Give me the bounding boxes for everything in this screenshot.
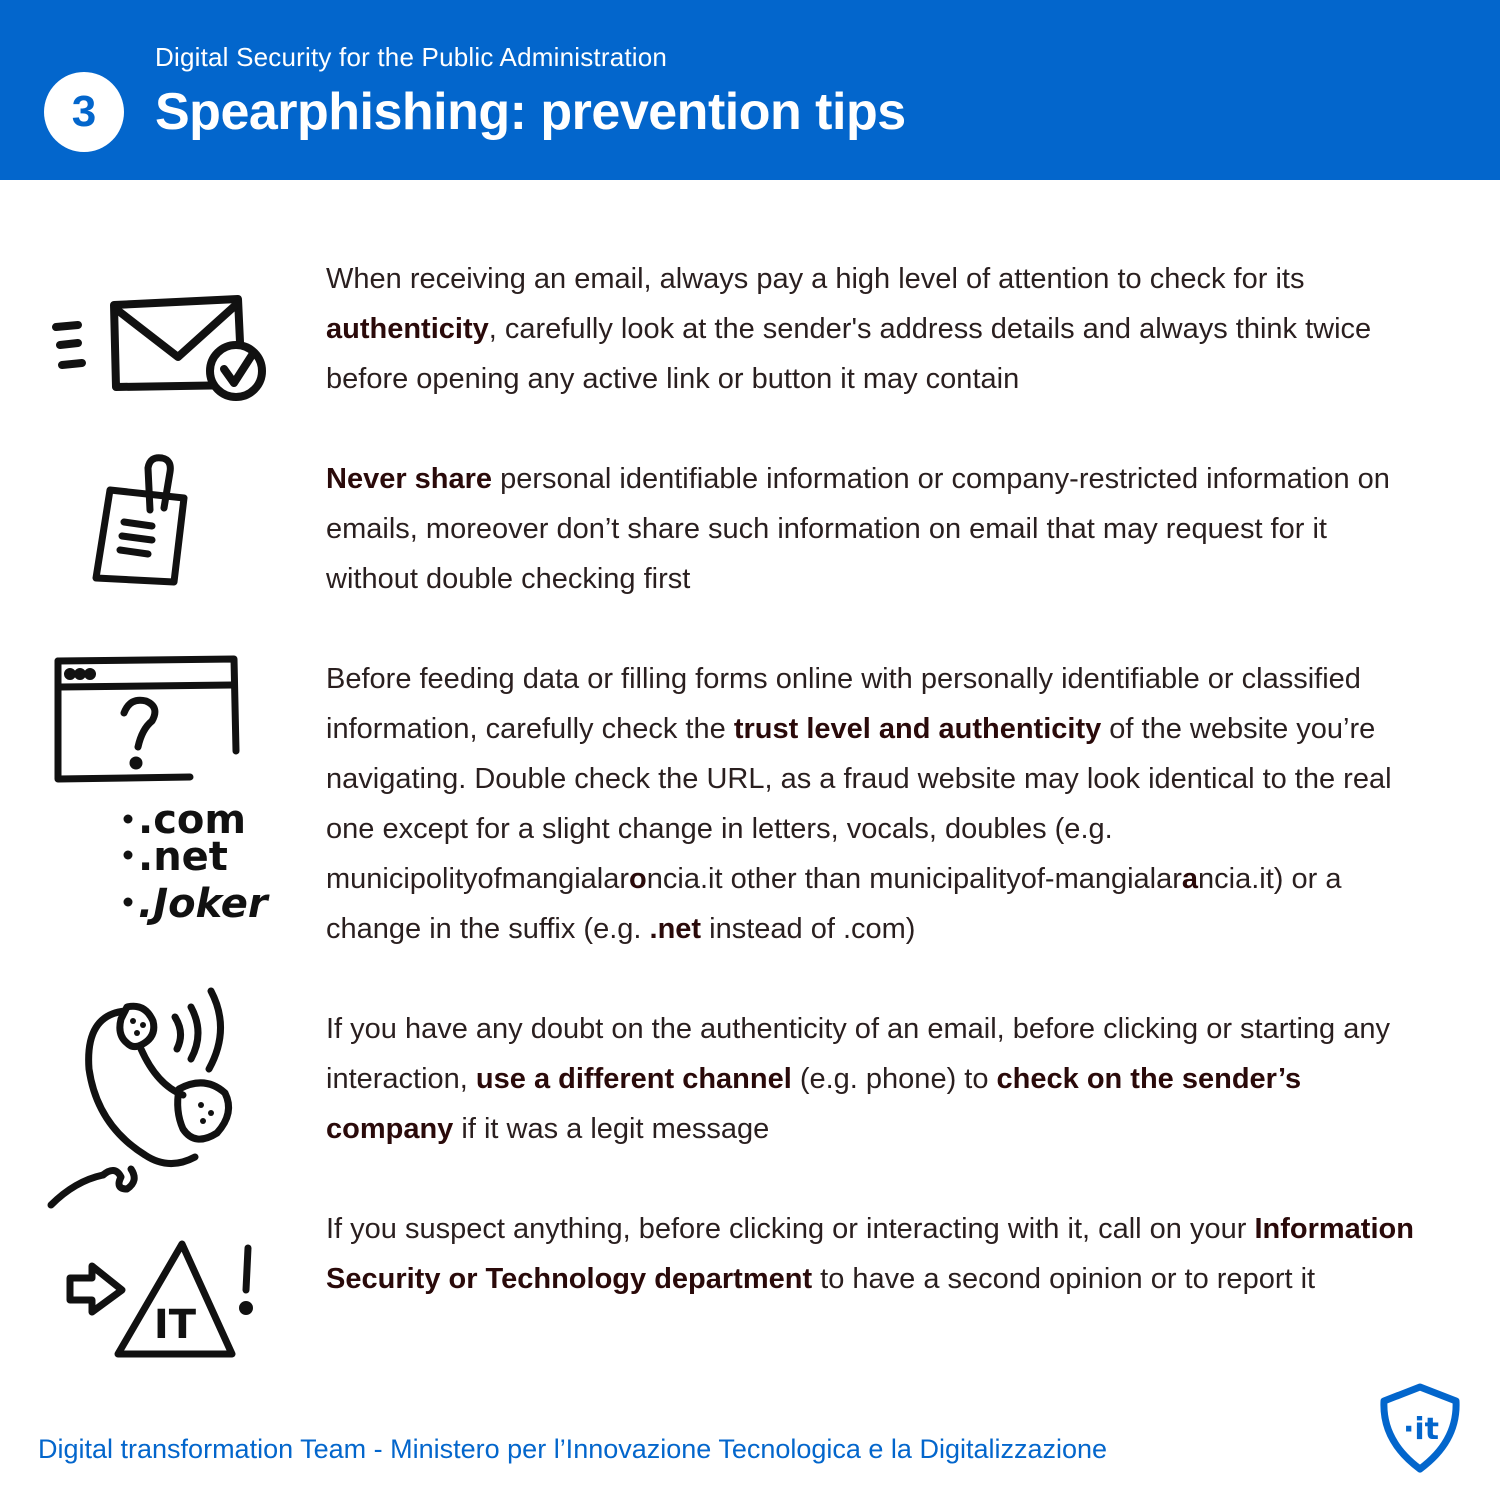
suffix-label-joker: .Joker [138, 881, 270, 927]
tip-text: Before feeding data or filling forms onl… [326, 663, 1361, 745]
tip-emphasis: a [1181, 863, 1199, 895]
tip-emphasis: o [629, 863, 647, 895]
envelope-check-icon [48, 285, 278, 405]
header-subtitle: Digital Security for the Public Administ… [155, 42, 668, 72]
tip-different-channel: If you have any doubt on the authenticit… [326, 1004, 1426, 1154]
tip-text: if it was a legit message [453, 1113, 770, 1145]
tip-text: If you suspect anything, before clicking… [326, 1213, 1255, 1245]
tip-text: , carefully look at the sender's address… [326, 313, 1372, 395]
tip-text: ncia.it) or a change in the suffix (e.g. [326, 863, 1342, 945]
phone-ringing-icon [45, 985, 245, 1210]
step-badge: 3 [44, 72, 124, 152]
tip-emphasis: Information Security or Technology depar… [326, 1213, 1414, 1295]
header-bar: 3 Digital Security for the Public Admini… [0, 0, 1500, 180]
suffix-label-com: .com [138, 797, 246, 843]
footer-credit: Digital transformation Team - Ministero … [38, 1434, 1108, 1464]
tip-text: personal identifiable information or com… [326, 463, 1390, 595]
tip-text: instead of .com) [701, 913, 916, 945]
it-label: IT [154, 1302, 197, 1348]
logo-text: ·it [1403, 1412, 1439, 1447]
tip-emphasis: use a different channel [475, 1063, 792, 1095]
tip-emphasis: authenticity [326, 313, 489, 345]
tip-website-check: Before feeding data or filling forms onl… [326, 654, 1426, 954]
shield-it-logo-icon: ·it [1378, 1383, 1462, 1478]
document-clip-icon [88, 450, 198, 590]
tip-call-department: If you suspect anything, before clicking… [326, 1204, 1426, 1304]
tip-text: of the website you’re navigating. Double… [326, 713, 1392, 895]
tip-text: When receiving an email, always pay a hi… [326, 263, 1305, 295]
browser-question-icon: .com .net .Joker [52, 655, 297, 940]
tip-text: If you have any doubt on the authenticit… [326, 1013, 1390, 1095]
warning-it-icon: IT [64, 1238, 264, 1363]
tip-emphasis: check on the sender’s company [326, 1063, 1302, 1145]
tip-emphasis: trust level and authenticity [733, 713, 1102, 745]
page-title: Spearphishing: prevention tips [155, 83, 906, 141]
tip-emphasis: Never share [326, 463, 493, 495]
tip-never-share: Never share personal identifiable inform… [326, 454, 1426, 604]
tip-text: to have a second opinion or to report it [812, 1263, 1316, 1295]
tip-text: (e.g. phone) to [791, 1063, 997, 1095]
suffix-label-net: .net [138, 834, 228, 880]
tip-email-authenticity: When receiving an email, always pay a hi… [326, 254, 1426, 404]
tip-text: ncia.it other than municipalityof-mangia… [646, 863, 1182, 895]
tip-emphasis: .net [649, 913, 702, 945]
